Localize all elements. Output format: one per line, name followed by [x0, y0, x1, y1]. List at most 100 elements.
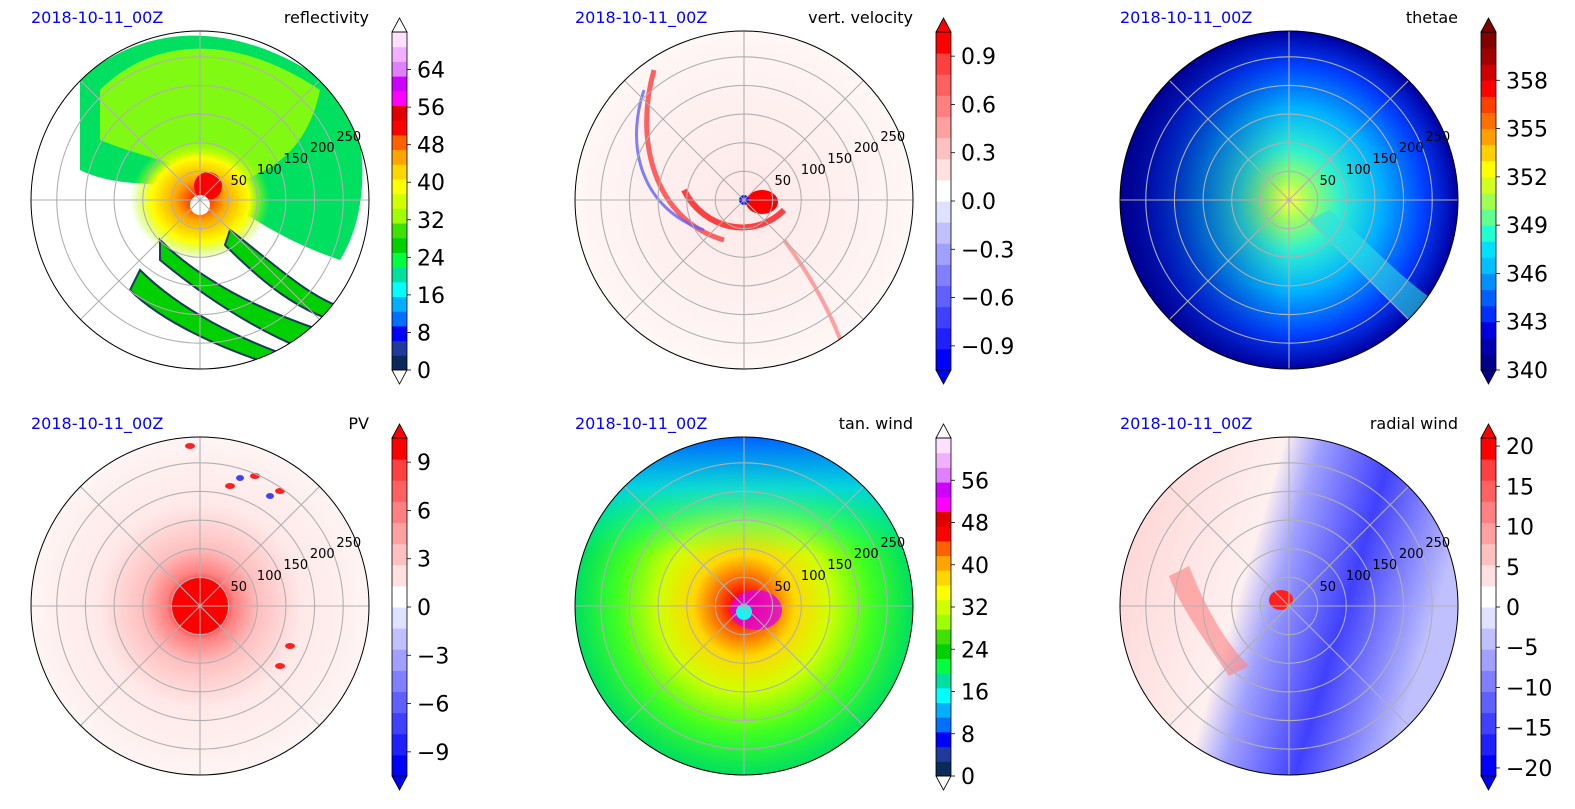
colorbar-tick-label: 5	[1506, 556, 1520, 581]
colorbar-segment	[936, 306, 951, 329]
colorbar: 0 8 16 24 32 40 48 56 64	[391, 17, 445, 385]
colorbar-segment	[936, 32, 951, 54]
colorbar-segment	[1481, 96, 1496, 113]
ring-label: 250	[880, 536, 905, 551]
colorbar-segment	[1481, 480, 1496, 502]
colorbar-tick-label: 16	[961, 681, 989, 706]
colorbar-extend-low	[391, 775, 408, 791]
colorbar-segment	[392, 733, 407, 756]
ring-label: 50	[774, 174, 791, 189]
ring-label: 250	[880, 130, 905, 145]
colorbar-tick-label: 0.6	[961, 93, 996, 118]
colorbar-tick-label: 10	[1506, 516, 1534, 541]
grid-spoke	[1169, 486, 1290, 607]
ring-label: 150	[827, 152, 852, 167]
ring-label: 200	[854, 141, 879, 156]
panel-title: thetae	[1406, 8, 1458, 27]
colorbar-tick-label: 64	[417, 59, 445, 84]
colorbar-segment	[1481, 649, 1496, 671]
colorbar-segment	[392, 670, 407, 692]
colorbar-tick-label: 0.9	[961, 45, 996, 70]
colorbar-tick-label: 0	[417, 359, 431, 384]
colorbar-segment	[392, 252, 407, 268]
colorbar-extend-high	[935, 423, 952, 439]
colorbar-tick-label: 15	[1506, 475, 1534, 500]
colorbar-tick-label: 16	[417, 284, 445, 309]
grid-spoke	[199, 199, 320, 320]
colorbar-segment	[1481, 144, 1496, 162]
ring-label: 150	[1372, 558, 1397, 573]
colorbar-extend-high	[391, 423, 408, 439]
colorbar-segment	[1481, 522, 1496, 545]
colorbar-segment	[392, 267, 407, 283]
colorbar-segment	[392, 193, 407, 209]
colorbar-tick-label: 0	[417, 596, 431, 621]
panel-title: vert. velocity	[808, 8, 913, 27]
colorbar-tick-label: −3	[417, 644, 449, 669]
colorbar-segment	[936, 614, 951, 630]
colorbar-segment	[392, 296, 407, 312]
panel-title: PV	[348, 414, 369, 433]
colorbar-segment	[1481, 192, 1496, 210]
colorbar-tick-label: −9	[417, 741, 449, 766]
colorbar-segment	[392, 90, 407, 106]
colorbar-tick-label: −0.9	[961, 335, 1014, 360]
colorbar-tick-label: 32	[417, 209, 445, 234]
ring-label: 250	[336, 536, 361, 551]
colorbar-segment	[1481, 754, 1496, 777]
grid-spoke	[1169, 80, 1290, 201]
colorbar-segment	[392, 237, 407, 253]
colorbar-segment	[1481, 289, 1496, 307]
colorbar-segment	[936, 629, 951, 645]
colorbar-segment	[936, 511, 951, 527]
colorbar-segment	[1481, 32, 1496, 49]
grid-spoke	[1169, 199, 1290, 320]
colorbar-segment	[1481, 585, 1496, 608]
panel-title: tan. wind	[839, 414, 913, 433]
colorbar-segment	[392, 325, 407, 342]
colorbar-segment	[392, 754, 407, 777]
grid-spoke	[1288, 486, 1409, 607]
polar-outline	[1119, 30, 1459, 370]
colorbar-tick-label: 355	[1506, 118, 1548, 143]
colorbar-segment	[936, 201, 951, 223]
colorbar-segment	[936, 658, 951, 674]
panel-date: 2018-10-11_00Z	[31, 8, 163, 28]
colorbar-segment	[936, 702, 951, 718]
colorbar-segment	[392, 459, 407, 481]
colorbar-segment	[1481, 80, 1496, 97]
colorbar-segment	[936, 158, 951, 181]
colorbar-segment	[936, 327, 951, 350]
colorbar-tick-label: 24	[961, 638, 989, 663]
colorbar-segment	[1481, 241, 1496, 258]
grid-spoke	[624, 486, 745, 607]
colorbar-tick-label: 24	[417, 246, 445, 271]
colorbar-segment	[392, 607, 407, 629]
colorbar-segment	[1481, 48, 1496, 65]
ring-label: 100	[801, 569, 826, 584]
colorbar-extend-low	[1480, 369, 1497, 385]
colorbar-tick-label: 20	[1506, 435, 1534, 460]
colorbar-segment	[1481, 64, 1496, 81]
ring-label: 50	[230, 580, 247, 595]
colorbar-segment	[1481, 176, 1496, 194]
grid-spoke	[743, 605, 864, 726]
colorbar-segment	[936, 222, 951, 244]
colorbar-segment	[1481, 305, 1496, 323]
colorbar-segment	[1481, 564, 1496, 587]
grid-spoke	[624, 80, 745, 201]
colorbar-segment	[1481, 337, 1496, 355]
colorbar-segment	[392, 32, 407, 48]
colorbar-segment	[1481, 225, 1496, 242]
colorbar-tick-label: 40	[417, 171, 445, 196]
ring-label: 50	[774, 580, 791, 595]
colorbar-segment	[392, 480, 407, 502]
colorbar-tick-label: 349	[1506, 214, 1548, 239]
